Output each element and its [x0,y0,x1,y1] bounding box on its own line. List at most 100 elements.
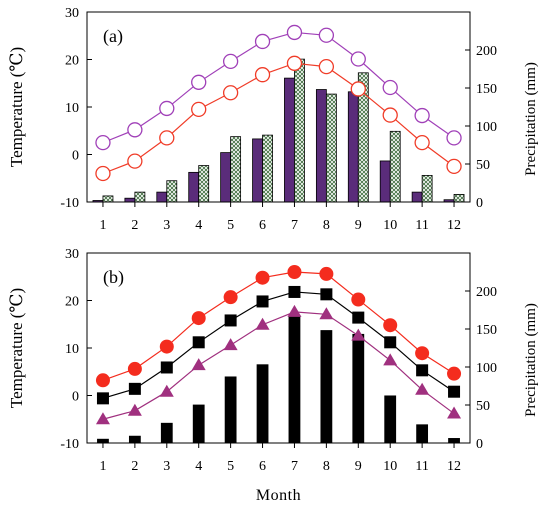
bar-s1-m8 [325,93,337,203]
point-s1-m5 [224,314,237,327]
point-s0-m6 [254,33,271,50]
point-s2-m12 [447,406,462,419]
line-s1 [102,62,455,175]
bar-s0-m1 [97,438,109,444]
point-s0-m5 [223,290,238,305]
point-s0-m3 [159,100,175,117]
point-s0-m3 [159,339,174,354]
point-s1-m8 [320,288,333,301]
left-tick-label-2: 10 [65,342,79,357]
x-tick-label-4: 4 [195,459,202,474]
bar-s0-m2 [128,435,141,444]
line-s0 [102,271,455,381]
x-tick-label-12: 12 [447,218,461,233]
bar-s1-m2 [134,191,146,203]
left-tick-label-3: 20 [65,295,79,310]
point-s1-m11 [414,134,430,151]
x-tick-label-9: 9 [355,218,362,233]
x-tick-label-5: 5 [227,459,234,474]
bar-s0-m4 [188,171,200,203]
left-tick-label-4: 30 [65,6,79,21]
x-tick-label-1: 1 [99,459,106,474]
bar-s0-m2 [124,197,136,203]
left-tick-label-1: 0 [72,390,79,405]
point-s2-m3 [159,384,174,397]
bar-s1-m4 [198,165,210,203]
x-tick-label-11: 11 [415,218,428,233]
x-tick-label-8: 8 [323,459,330,474]
point-s0-m10 [382,79,398,96]
x-tick-label-2: 2 [131,459,138,474]
point-s0-m9 [351,292,366,307]
x-tick-label-7: 7 [291,459,298,474]
panel-label: (b) [103,267,124,288]
left-axis-title: Temperature (℃) [7,47,26,167]
x-tick-label-1: 1 [99,218,106,233]
point-s0-m1 [95,373,110,388]
point-s0-m10 [383,318,398,333]
x-tick-label-3: 3 [163,459,170,474]
bar-s1-m11 [421,174,433,203]
point-s0-m8 [319,266,334,281]
point-s2-m6 [255,317,270,330]
point-s2-m2 [127,403,142,416]
right-tick-label-4: 200 [476,285,497,300]
point-s2-m5 [223,338,238,351]
left-tick-label-0: -10 [60,437,79,452]
bar-s0-m8 [320,330,333,444]
panel-label: (a) [103,26,123,47]
point-s1-m1 [96,392,109,405]
point-s0-m1 [95,134,111,151]
right-axis-title: Precipitation (mm) [523,303,539,417]
bar-s0-m7 [284,77,295,203]
x-tick-label-9: 9 [355,459,362,474]
bar-s0-m8 [315,89,327,203]
x-axis-title: Month [256,487,301,504]
right-tick-label-0: 0 [476,196,483,211]
bar-s0-m12 [448,438,460,444]
left-tick-label-3: 20 [65,54,79,69]
x-tick-label-6: 6 [259,218,266,233]
point-s2-m4 [191,358,206,371]
left-tick-label-1: 0 [72,149,79,164]
point-s0-m2 [127,361,142,376]
point-s1-m3 [160,361,173,374]
bar-s1-m5 [230,136,242,203]
x-tick-label-10: 10 [383,459,397,474]
x-tick-label-7: 7 [291,218,298,233]
point-s2-m8 [319,307,334,320]
point-s1-m12 [446,158,462,175]
point-s0-m12 [446,130,462,146]
point-s1-m7 [286,55,303,71]
bar-s1-m7 [294,58,305,203]
bar-s1-m1 [102,195,114,203]
point-s0-m11 [415,346,430,361]
point-s1-m8 [318,58,335,75]
left-tick-label-4: 30 [65,247,79,262]
bar-s0-m11 [411,191,423,203]
bar-s0-m10 [384,395,397,444]
x-tick-label-11: 11 [415,459,428,474]
point-s0-m7 [286,24,303,41]
x-tick-label-5: 5 [227,218,234,233]
point-s2-m1 [95,412,110,425]
point-s1-m9 [352,311,365,324]
right-tick-label-3: 150 [476,323,497,338]
point-s0-m6 [255,270,270,285]
point-s1-m1 [95,165,111,182]
point-s0-m2 [127,122,143,138]
bar-s1-m3 [166,180,178,203]
point-s0-m4 [191,74,207,90]
line-s2 [102,311,455,420]
bar-s0-m6 [256,364,269,444]
right-tick-label-1: 50 [476,158,490,173]
point-s0-m4 [191,311,206,326]
line-s1 [102,291,455,399]
point-s1-m9 [350,81,366,97]
right-axis-title: Precipitation (mm) [523,62,539,176]
point-s1-m6 [256,295,269,308]
bar-s0-m10 [379,160,391,203]
right-tick-label-2: 100 [476,120,497,135]
